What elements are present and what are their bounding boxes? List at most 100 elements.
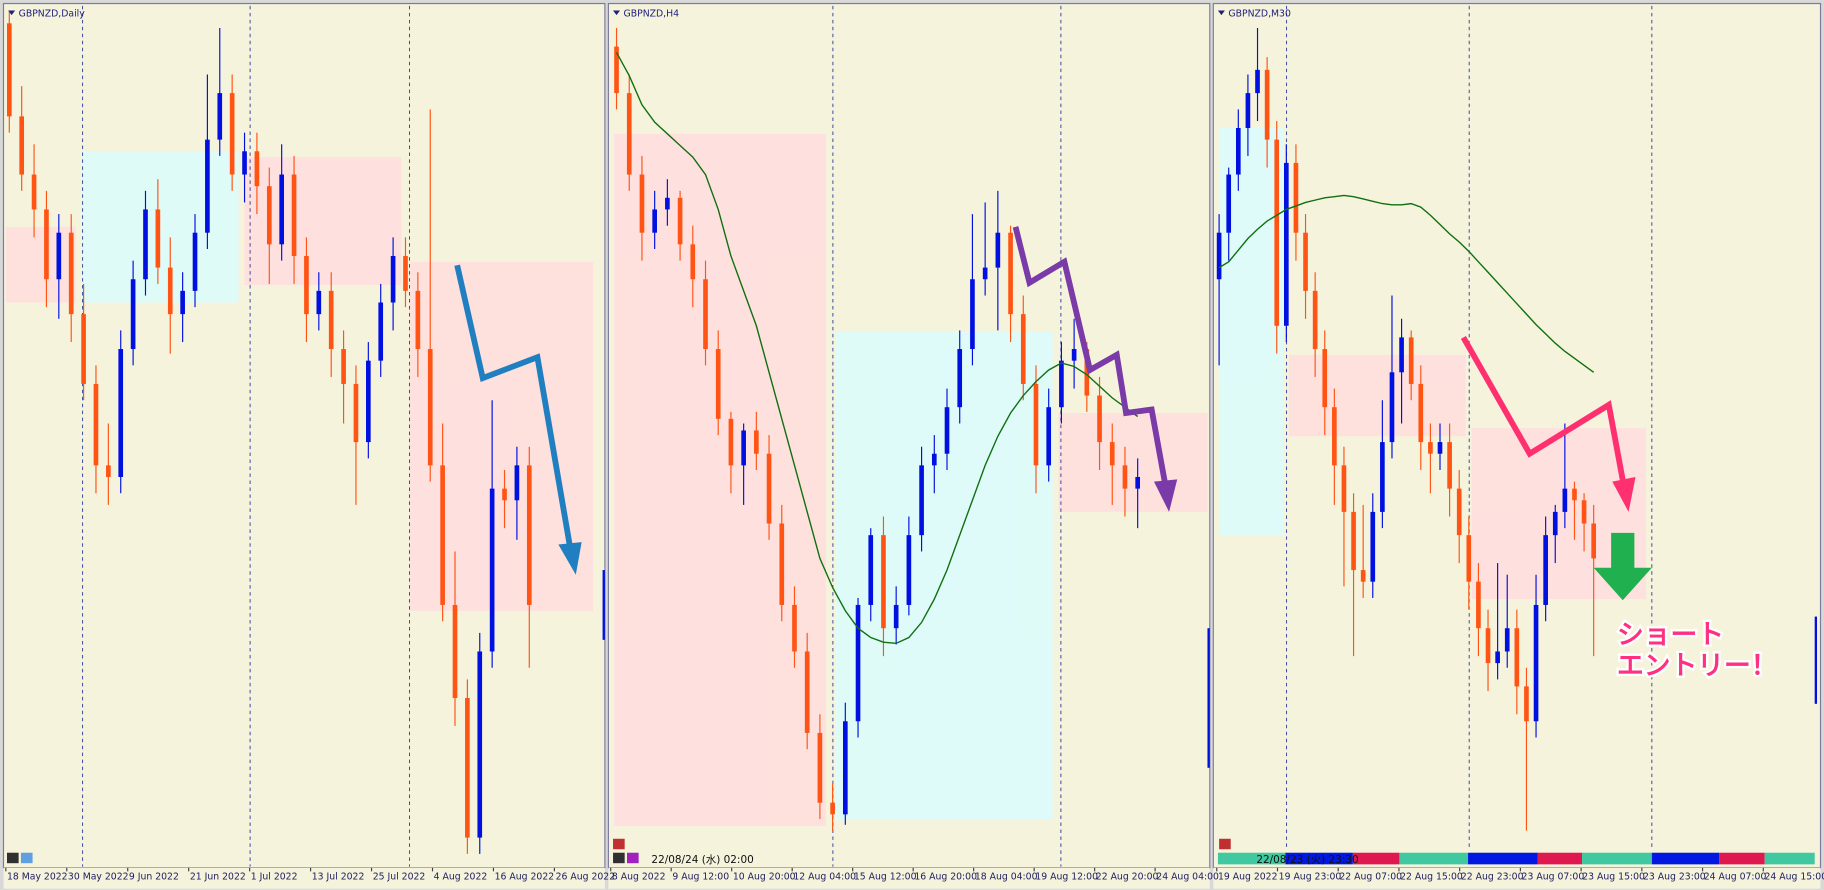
candle-body bbox=[1033, 383, 1039, 466]
candle-body bbox=[93, 383, 99, 466]
candle-body bbox=[1485, 628, 1491, 664]
candle-body bbox=[1226, 174, 1232, 233]
candle-body bbox=[919, 465, 924, 536]
edge-mark bbox=[1814, 616, 1818, 704]
candle-body bbox=[1122, 465, 1128, 489]
moving-average bbox=[615, 52, 1139, 645]
candle-body bbox=[427, 349, 433, 466]
session-bar bbox=[1719, 852, 1765, 865]
candle-body bbox=[881, 535, 886, 629]
candle-body bbox=[1428, 442, 1433, 454]
candle-body bbox=[465, 698, 470, 838]
candle-body bbox=[1312, 290, 1318, 350]
session-bar bbox=[1217, 852, 1286, 865]
axis-bg bbox=[1213, 867, 1821, 889]
candle-body bbox=[205, 139, 210, 233]
icon bbox=[6, 852, 19, 864]
candle-body bbox=[1084, 349, 1090, 396]
candle-body bbox=[489, 488, 495, 652]
candle-body bbox=[279, 174, 285, 245]
candle-body bbox=[1097, 395, 1102, 443]
icon bbox=[627, 852, 639, 864]
arrows bbox=[454, 226, 1652, 601]
session-bar bbox=[1651, 852, 1720, 865]
timestamp: 22/08/23 (火) 23:30 bbox=[1256, 854, 1358, 866]
x-tick-label: 16 Aug 2022 bbox=[495, 871, 555, 882]
candle-body bbox=[931, 453, 937, 466]
candle-body bbox=[328, 290, 334, 350]
candle-body bbox=[690, 244, 696, 280]
candle-body bbox=[970, 279, 975, 350]
candle-body bbox=[982, 267, 988, 280]
candle-body bbox=[1059, 360, 1064, 408]
axis-bg bbox=[3, 867, 605, 889]
session-bar bbox=[1764, 852, 1815, 865]
x-tick-label: 19 Aug 12:00 bbox=[1035, 871, 1098, 882]
candle-body bbox=[403, 255, 408, 291]
candle-body bbox=[304, 255, 309, 315]
candle-body bbox=[652, 209, 657, 233]
x-tick-label: 9 Jun 2022 bbox=[129, 871, 179, 882]
candle-body bbox=[217, 93, 223, 140]
x-tick-label: 21 Jun 2022 bbox=[190, 871, 246, 882]
candle-body bbox=[415, 290, 421, 350]
annotation: エントリー！ bbox=[1617, 651, 1778, 682]
candle-body bbox=[502, 488, 507, 501]
candle-body bbox=[1447, 442, 1452, 489]
candle-body bbox=[830, 802, 835, 815]
candle-body bbox=[366, 360, 371, 443]
trend-arrow bbox=[454, 264, 573, 548]
candle-body bbox=[1135, 476, 1140, 489]
annotation: ショート bbox=[1617, 619, 1724, 650]
candle-body bbox=[1408, 337, 1414, 384]
candle-body bbox=[254, 151, 260, 187]
candle-body bbox=[1008, 232, 1013, 315]
x-tick-label: 9 Aug 12:00 bbox=[672, 871, 729, 882]
x-tick-label: 26 Aug 2022 bbox=[556, 871, 616, 882]
trend-arrow bbox=[1460, 335, 1627, 487]
session-bar bbox=[1399, 852, 1469, 865]
candle-body bbox=[665, 197, 670, 210]
x-tick-label: 30 May 2022 bbox=[68, 871, 129, 882]
candle-body bbox=[1284, 162, 1289, 326]
candle-body bbox=[1322, 349, 1328, 408]
candle-body bbox=[1562, 488, 1568, 512]
x-tick-label: 22 Aug 15:00 bbox=[1400, 871, 1463, 882]
title-marker bbox=[8, 10, 16, 16]
candle-body bbox=[1572, 488, 1577, 501]
candle-body bbox=[741, 430, 746, 466]
panel-title: GBPNZD,Daily bbox=[19, 8, 86, 19]
supply-zone bbox=[409, 261, 594, 611]
candle-body bbox=[56, 232, 62, 280]
candle-body bbox=[68, 232, 74, 315]
candle-body bbox=[1533, 604, 1539, 722]
candle-body bbox=[1476, 581, 1481, 629]
candle-body bbox=[703, 279, 708, 350]
edge-mark bbox=[602, 570, 605, 640]
candle-body bbox=[452, 604, 458, 699]
candle-body bbox=[1071, 349, 1077, 361]
candle-body bbox=[31, 174, 37, 210]
candle-body bbox=[1351, 511, 1356, 571]
x-tick-label: 18 Aug 04:00 bbox=[975, 871, 1038, 882]
candle-body bbox=[1264, 69, 1270, 140]
icon bbox=[1219, 838, 1231, 850]
x-tick-label: 24 Aug 04:00 bbox=[1156, 871, 1219, 882]
candle-body bbox=[1552, 511, 1558, 536]
candle-body bbox=[353, 383, 359, 443]
candle-body bbox=[477, 651, 483, 838]
supply-zone bbox=[1288, 354, 1466, 437]
candle-body bbox=[1216, 232, 1222, 280]
candle-body bbox=[526, 465, 532, 605]
x-tick-label: 22 Aug 07:00 bbox=[1339, 871, 1402, 882]
panel-title: GBPNZD,H4 bbox=[624, 8, 680, 19]
candle-body bbox=[1380, 442, 1385, 512]
icon bbox=[613, 852, 625, 864]
candle-body bbox=[944, 407, 950, 454]
candle-body bbox=[817, 732, 823, 803]
candle-body bbox=[81, 314, 86, 384]
candle-body bbox=[1370, 511, 1376, 582]
candle-body bbox=[1255, 69, 1260, 94]
candle-body bbox=[626, 93, 632, 175]
candle-body bbox=[130, 279, 136, 350]
